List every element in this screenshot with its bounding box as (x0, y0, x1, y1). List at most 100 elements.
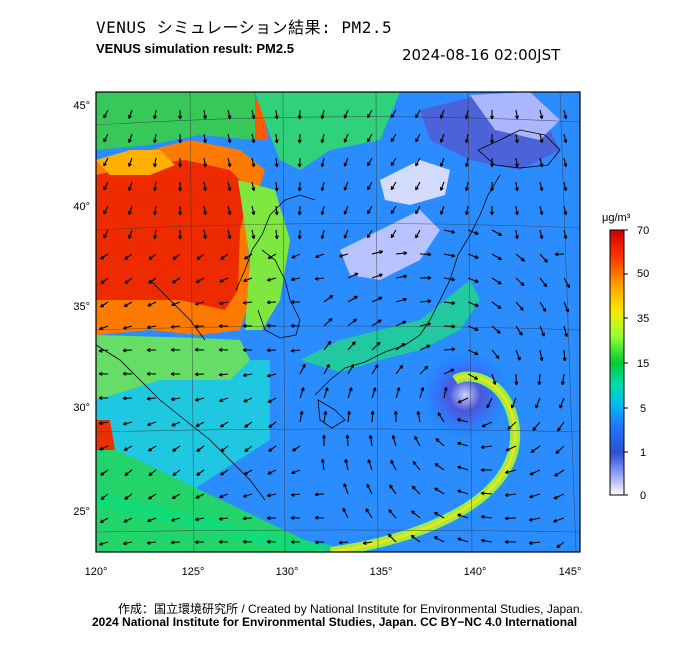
wind-arrow-head (434, 463, 439, 467)
wind-arrow (227, 205, 231, 215)
wind-arrow (103, 157, 109, 167)
wind-arrow-head (553, 518, 558, 523)
wind-arrow (419, 365, 429, 375)
wind-arrow (103, 109, 109, 119)
wind-arrow-head (297, 211, 302, 216)
wind-arrow-head (99, 326, 104, 331)
wind-arrow-head (195, 423, 200, 427)
wind-arrow-head (480, 514, 485, 519)
wind-arrow (390, 133, 397, 142)
lon-label-125: 125° (182, 566, 205, 578)
wind-arrow (415, 229, 421, 239)
wind-arrow-head (100, 496, 105, 501)
wind-arrow-head (324, 387, 329, 392)
wind-arrow-head (474, 351, 479, 356)
wind-arrow (515, 229, 518, 239)
colorbar-tick-35: 35 (637, 313, 649, 325)
wind-arrow-head (411, 510, 416, 515)
wind-arrow (194, 325, 205, 328)
wind-arrow (390, 459, 397, 471)
wind-arrow (321, 181, 325, 191)
wind-arrow (553, 517, 565, 523)
wind-arrow-head (178, 187, 183, 192)
wind-arrow (203, 133, 207, 143)
wind-arrow-head (563, 211, 568, 216)
wind-arrow (539, 133, 543, 143)
wind-arrow-head (411, 485, 416, 490)
wind-arrow-head (434, 487, 439, 492)
wind-arrow (220, 469, 229, 476)
wind-arrow (124, 469, 133, 476)
wind-arrow-head (424, 365, 429, 370)
wind-arrow-head (486, 404, 491, 409)
wind-arrow (267, 469, 277, 475)
wind-arrow-head (514, 139, 519, 144)
wind-arrow-head (539, 187, 544, 192)
wind-arrow (171, 397, 181, 401)
wind-arrow (414, 436, 421, 447)
wind-arrow (99, 325, 109, 330)
wind-arrow-head (391, 435, 396, 439)
wind-arrow (515, 157, 518, 167)
wind-arrow-head (474, 376, 479, 380)
wind-arrow-head (300, 387, 305, 392)
wind-arrow-head (266, 277, 271, 282)
wind-arrow (367, 157, 373, 167)
wind-arrow-head (435, 438, 440, 443)
wind-arrow (148, 253, 157, 260)
wind-arrow-head (147, 422, 152, 426)
wind-arrow-head (342, 507, 347, 512)
wind-arrow-head (322, 434, 327, 439)
wind-arrow-head (244, 423, 249, 428)
wind-arrow-head (529, 471, 534, 476)
wind-arrow-head (178, 139, 183, 144)
wind-arrow-head (242, 323, 247, 328)
wind-arrow (251, 229, 255, 239)
wind-arrow-head (290, 300, 295, 305)
wind-arrow-head (393, 410, 398, 415)
wind-arrow (321, 229, 325, 239)
wind-arrow (195, 301, 205, 305)
wind-arrow-head (99, 446, 104, 451)
wind-arrow-head (556, 544, 561, 549)
colorbar-unit: μg/m³ (602, 212, 631, 224)
wind-arrow-head (539, 163, 544, 168)
wind-arrow-head (203, 187, 207, 192)
wind-arrow-head (301, 363, 306, 368)
wind-arrow-head (148, 472, 153, 477)
wind-arrow-head (372, 387, 377, 392)
wind-arrow-head (297, 187, 302, 192)
wind-arrow (553, 493, 565, 500)
wind-arrow-head (195, 279, 200, 283)
wind-arrow-head (320, 139, 325, 144)
wind-arrow (147, 541, 157, 544)
wind-arrow (251, 133, 255, 143)
wind-arrow (437, 412, 445, 423)
wind-arrow-head (338, 540, 343, 545)
wind-arrow (128, 109, 133, 119)
wind-arrow-head (267, 470, 272, 475)
wind-arrow (343, 483, 349, 495)
wind-arrow-head (243, 255, 249, 260)
wind-arrow-head (520, 257, 525, 262)
wind-arrow (563, 325, 568, 337)
wind-arrow-head (539, 235, 544, 240)
wind-arrow (299, 387, 305, 399)
wind-arrow (390, 205, 397, 214)
wind-arrow (395, 387, 400, 399)
wind-arrow (443, 301, 455, 304)
wind-arrow-head (563, 115, 568, 120)
wind-arrow-head (153, 211, 157, 216)
wind-arrow-head (291, 470, 296, 475)
wind-arrow (563, 229, 567, 239)
wind-arrow-head (346, 410, 351, 415)
wind-arrow-head (504, 470, 509, 474)
wind-arrow (371, 296, 383, 303)
wind-arrow-head (480, 467, 485, 472)
wind-arrow-head (495, 355, 500, 360)
wind-arrow (347, 341, 356, 351)
wind-arrow-head (514, 235, 519, 240)
wind-arrow-head (100, 471, 105, 476)
wind-arrow (123, 541, 133, 545)
wind-arrow (535, 397, 541, 409)
